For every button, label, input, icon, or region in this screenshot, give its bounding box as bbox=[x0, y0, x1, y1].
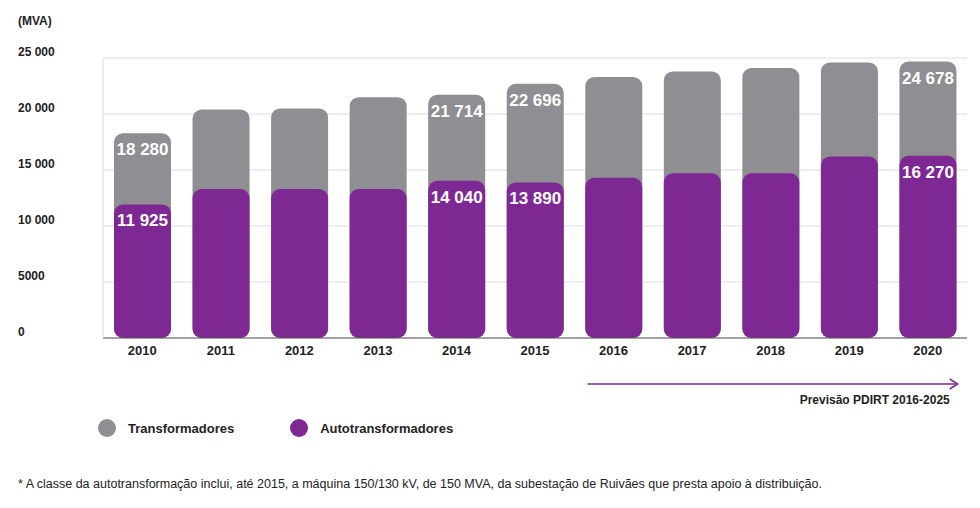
svg-text:18 280: 18 280 bbox=[117, 140, 169, 159]
html-text:Transformadores: Transformadores bbox=[128, 420, 235, 436]
svg-text:25 000: 25 000 bbox=[18, 45, 55, 59]
svg-text:2012: 2012 bbox=[285, 343, 314, 358]
svg-text:14 040: 14 040 bbox=[431, 188, 483, 207]
svg-text:21 714: 21 714 bbox=[431, 102, 484, 121]
html-text:* A classe da autotransformaçã: * A classe da autotransformação inclui, … bbox=[18, 477, 822, 491]
svg-text:0: 0 bbox=[18, 325, 25, 339]
svg-text:16 270: 16 270 bbox=[902, 163, 954, 182]
svg-text:15 000: 15 000 bbox=[18, 157, 55, 171]
html-text:(MVA): (MVA) bbox=[18, 14, 52, 28]
svg-text:2014: 2014 bbox=[442, 343, 472, 358]
svg-text:20 000: 20 000 bbox=[18, 101, 55, 115]
svg-text:22 696: 22 696 bbox=[509, 91, 561, 110]
svg-text:2016: 2016 bbox=[599, 343, 628, 358]
svg-text:2011: 2011 bbox=[207, 343, 235, 358]
svg-text:11 925: 11 925 bbox=[117, 211, 168, 230]
svg-text:2013: 2013 bbox=[363, 343, 392, 358]
svg-text:2010: 2010 bbox=[128, 343, 157, 358]
svg-text:10 000: 10 000 bbox=[18, 213, 55, 227]
svg-text:2019: 2019 bbox=[835, 343, 864, 358]
svg-text:13 890: 13 890 bbox=[509, 189, 561, 208]
html-text:Previsão PDIRT 2016-2025: Previsão PDIRT 2016-2025 bbox=[799, 393, 950, 407]
svg-text:24 678: 24 678 bbox=[902, 69, 954, 88]
svg-text:2015: 2015 bbox=[521, 343, 550, 358]
html-text:Autotransformadores: Autotransformadores bbox=[320, 420, 454, 436]
svg-text:2020: 2020 bbox=[913, 343, 942, 358]
svg-text:2017: 2017 bbox=[678, 343, 707, 358]
svg-text:5000: 5000 bbox=[18, 269, 45, 283]
svg-text:2018: 2018 bbox=[756, 343, 785, 358]
